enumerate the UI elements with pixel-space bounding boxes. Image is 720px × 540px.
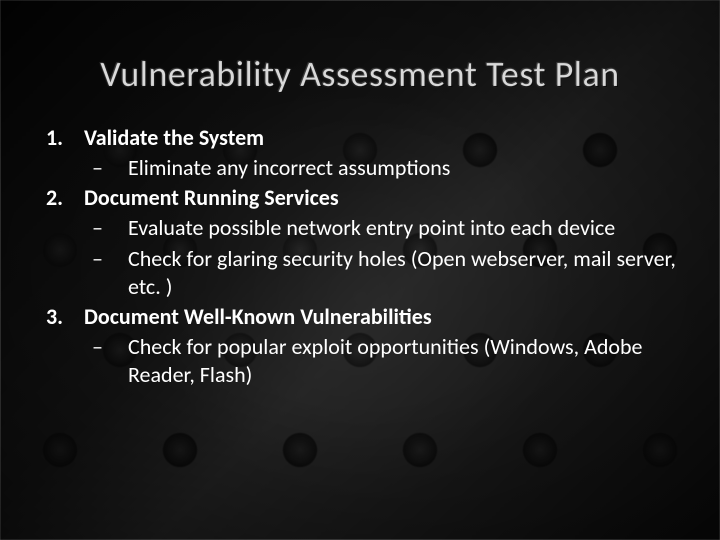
sub-list: Eliminate any incorrect assumptions	[84, 154, 680, 182]
sub-list-item: Check for popular exploit opportunities …	[84, 333, 680, 389]
outline-list: Validate the System Eliminate any incorr…	[46, 124, 680, 389]
slide-body: Validate the System Eliminate any incorr…	[40, 124, 680, 389]
sub-list: Check for popular exploit opportunities …	[84, 333, 680, 389]
sub-list-item: Eliminate any incorrect assumptions	[84, 154, 680, 182]
list-item: Validate the System Eliminate any incorr…	[46, 124, 680, 182]
sub-list: Evaluate possible network entry point in…	[84, 214, 680, 300]
list-item: Document Running Services Evaluate possi…	[46, 184, 680, 301]
list-item-heading: Document Running Services	[84, 184, 339, 211]
sub-list-item: Evaluate possible network entry point in…	[84, 214, 680, 242]
slide-title: Vulnerability Assessment Test Plan	[40, 52, 680, 96]
list-item-heading: Document Well-Known Vulnerabilities	[84, 303, 432, 330]
list-item: Document Well-Known Vulnerabilities Chec…	[46, 303, 680, 389]
sub-list-item: Check for glaring security holes (Open w…	[84, 245, 680, 301]
list-item-heading: Validate the System	[84, 124, 264, 151]
slide: Vulnerability Assessment Test Plan Valid…	[0, 0, 720, 540]
